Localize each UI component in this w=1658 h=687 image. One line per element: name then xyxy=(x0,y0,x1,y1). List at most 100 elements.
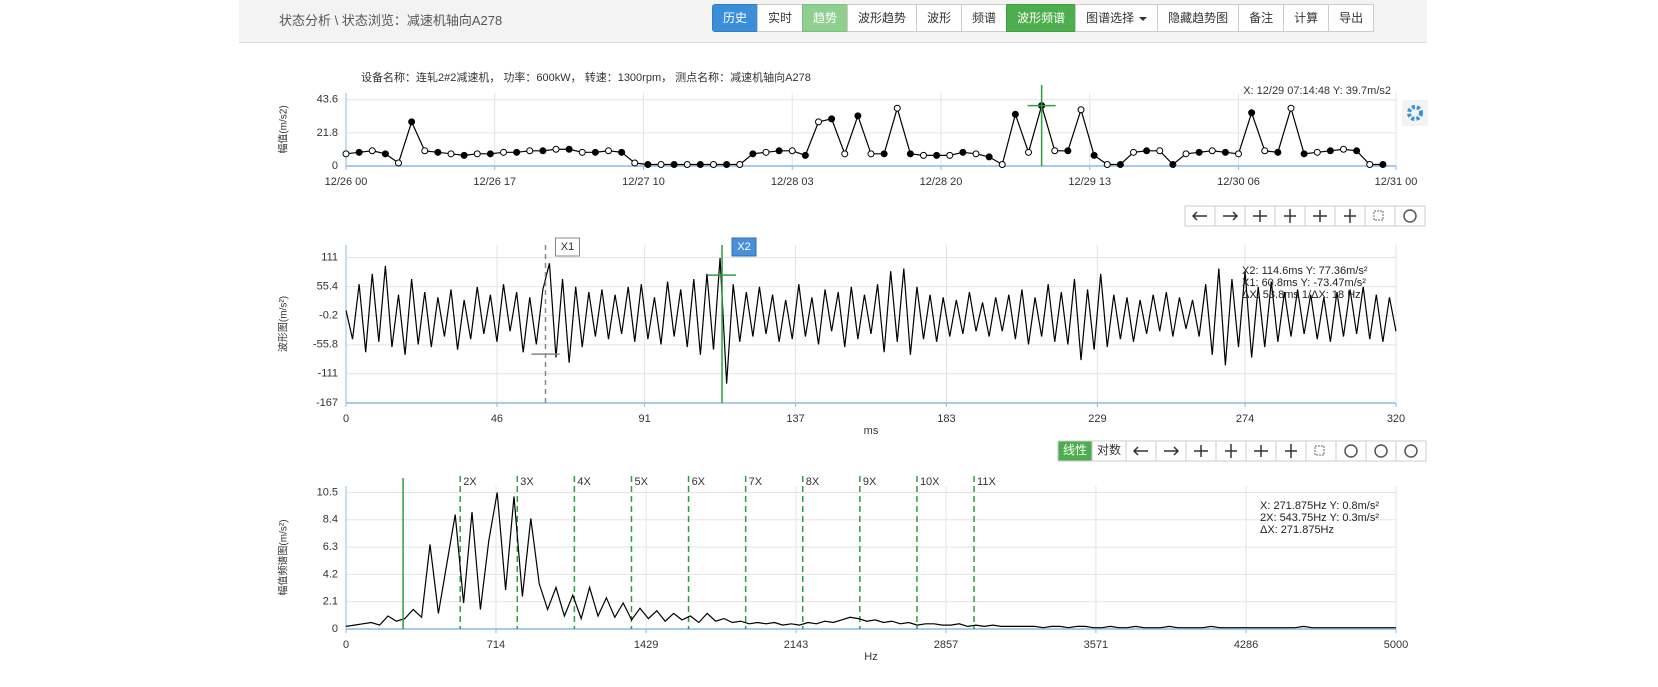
data-point xyxy=(841,150,849,158)
data-point xyxy=(539,147,547,155)
tool-button[interactable] xyxy=(1334,205,1366,227)
button-group: 历史 实时 趋势 波形趋势 波形 频谱 波形频谱 图谱选择 隐藏趋势图 备注 计… xyxy=(712,4,1375,32)
button[interactable]: 波形趋势 xyxy=(847,4,918,32)
tool-button[interactable] xyxy=(1364,205,1396,227)
x-tick-label: 12/31 00 xyxy=(1375,176,1418,188)
button[interactable]: 波形 xyxy=(916,4,963,32)
data-point xyxy=(828,115,836,123)
x-tick-label: 5000 xyxy=(1384,639,1408,651)
y-tick-label: 8.4 xyxy=(323,514,338,526)
data-point xyxy=(355,148,363,156)
x-tick-label: 12/27 10 xyxy=(622,176,665,188)
data-point xyxy=(749,150,757,158)
data-point xyxy=(1340,145,1347,153)
tool-button[interactable] xyxy=(1305,440,1337,462)
readout: X: 12/29 07:14:48 Y: 39.7m/s2 xyxy=(1243,85,1391,97)
data-point xyxy=(578,148,586,156)
icon xyxy=(1132,446,1148,456)
tool-button[interactable] xyxy=(1214,205,1246,227)
tool-box xyxy=(1305,440,1337,462)
data-point xyxy=(473,150,481,158)
data-point xyxy=(906,150,914,158)
button[interactable]: 导出 xyxy=(1328,4,1375,32)
y-tick-label: 55.4 xyxy=(317,281,338,293)
button[interactable]: 波形频谱 xyxy=(1006,4,1077,32)
data-point xyxy=(618,148,626,156)
tool-box xyxy=(1365,440,1397,462)
icon xyxy=(1191,211,1207,221)
x-tick-label: 0 xyxy=(343,413,349,425)
data-point xyxy=(1182,150,1190,158)
readout: X1: 60.8ms Y: -73.47m/s² xyxy=(1242,277,1366,289)
x-tick-label: 46 xyxy=(491,413,503,425)
y-tick-label: 6.3 xyxy=(323,541,338,553)
button[interactable]: 备注 xyxy=(1238,4,1285,32)
tool-button[interactable] xyxy=(1274,205,1306,227)
data-point xyxy=(1366,160,1374,168)
data-point xyxy=(526,147,534,155)
tool-button[interactable] xyxy=(1275,440,1307,462)
dropdown-button[interactable]: 图谱选择 xyxy=(1075,4,1159,32)
subtitle: 设备名称：连轧2#2减速机， 功率：600kW， 转速：1300rpm， 测点名… xyxy=(361,70,811,84)
tool-button[interactable] xyxy=(1304,205,1336,227)
tool-box xyxy=(1395,440,1427,462)
tool-button[interactable] xyxy=(1155,440,1187,462)
data-point xyxy=(801,151,809,159)
x-tick-label: 714 xyxy=(487,639,505,651)
tool-button[interactable] xyxy=(1185,440,1217,462)
harmonic-label: 5X xyxy=(634,476,648,488)
button[interactable]: 实时 xyxy=(757,4,804,32)
data-point xyxy=(605,147,612,155)
button[interactable]: 趋势 xyxy=(802,4,849,32)
tool-button[interactable] xyxy=(1245,440,1277,462)
data-point xyxy=(513,148,521,156)
tool-button[interactable] xyxy=(1395,440,1427,462)
x-tick-label: 2143 xyxy=(784,639,808,651)
button[interactable]: 计算 xyxy=(1283,4,1330,32)
harmonic-label: 8X xyxy=(806,476,820,488)
data-point xyxy=(1353,147,1361,155)
x-tick-label: 274 xyxy=(1236,413,1254,425)
harmonic-label: 10X xyxy=(920,476,940,488)
readout: X: 271.875Hz Y: 0.8m/s² xyxy=(1260,500,1379,512)
data-point xyxy=(1235,150,1242,158)
data-point xyxy=(644,160,652,168)
button[interactable]: 历史 xyxy=(712,4,759,32)
tool-button[interactable] xyxy=(1394,205,1426,227)
button[interactable]: 隐藏趋势图 xyxy=(1157,4,1240,32)
button[interactable]: 频谱 xyxy=(961,4,1008,32)
data-point xyxy=(972,150,980,158)
data-point xyxy=(342,150,350,158)
data-point xyxy=(696,160,704,168)
data-point xyxy=(1379,160,1387,168)
icon xyxy=(1313,210,1327,222)
tool-box xyxy=(1335,440,1367,462)
y-tick-label: 2.1 xyxy=(323,596,338,608)
icon xyxy=(1284,209,1296,223)
icon xyxy=(1373,210,1384,221)
tool-button[interactable] xyxy=(1365,440,1397,462)
x-tick-label: 1429 xyxy=(634,639,658,651)
toggle-label: 对数 xyxy=(1097,442,1121,457)
x-tick-label: 3571 xyxy=(1084,639,1108,651)
readout: ΔX: 271.875Hz xyxy=(1260,524,1334,536)
toggle-label: 线性 xyxy=(1063,443,1087,457)
data-point xyxy=(788,147,796,155)
data-point xyxy=(421,147,429,155)
y-tick-label: 0 xyxy=(332,160,338,172)
harmonic-label: 7X xyxy=(749,476,763,488)
data-point xyxy=(1156,147,1164,155)
icon xyxy=(1253,210,1267,222)
data-point xyxy=(1274,148,1282,156)
data-point xyxy=(552,145,560,153)
scale-toggle[interactable]: 对数 xyxy=(1091,440,1127,462)
scale-toggle[interactable]: 线性 xyxy=(1057,440,1093,462)
tool-button[interactable] xyxy=(1184,205,1216,227)
tool-button[interactable] xyxy=(1215,440,1247,462)
harmonic-label: 3X xyxy=(520,476,534,488)
tool-button[interactable] xyxy=(1125,440,1157,462)
tool-button[interactable] xyxy=(1244,205,1276,227)
icon xyxy=(1223,211,1239,221)
tool-button[interactable] xyxy=(1335,440,1367,462)
